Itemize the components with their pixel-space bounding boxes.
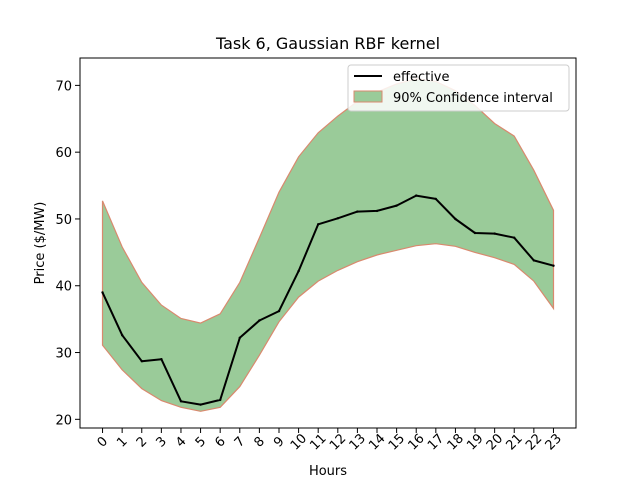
plot-frame bbox=[79, 57, 577, 429]
legend-label-effective: effective bbox=[393, 70, 450, 85]
effective-point bbox=[336, 217, 339, 220]
effective-point bbox=[277, 309, 281, 313]
x-tick-label: 7 bbox=[232, 434, 248, 450]
effective-point bbox=[140, 360, 143, 363]
legend-swatch-confidence bbox=[353, 90, 383, 103]
x-tick-label: 9 bbox=[271, 434, 287, 450]
y-tick-label: 70 bbox=[55, 79, 72, 94]
legend: effective 90% Confidence interval bbox=[347, 64, 570, 112]
x-tick-label: 0 bbox=[95, 434, 111, 450]
y-tick-label: 30 bbox=[55, 347, 72, 362]
effective-point bbox=[101, 291, 104, 294]
y-axis-label: Price ($/MW) bbox=[33, 202, 48, 285]
effective-point bbox=[375, 209, 379, 213]
effective-point bbox=[199, 403, 202, 406]
y-tick-label: 50 bbox=[55, 213, 72, 228]
effective-point bbox=[493, 232, 496, 235]
x-axis-label: Hours bbox=[309, 464, 347, 479]
confidence-band-layer bbox=[101, 78, 555, 412]
effective-point bbox=[258, 319, 261, 322]
y-tick-label: 40 bbox=[55, 280, 72, 295]
effective-point bbox=[434, 197, 437, 201]
x-tick-label: 2 bbox=[134, 434, 150, 450]
effective-point bbox=[317, 223, 320, 226]
effective-point bbox=[473, 231, 477, 235]
x-tick-label: 3 bbox=[153, 434, 169, 450]
legend-box bbox=[347, 64, 570, 112]
effective-point bbox=[219, 398, 222, 402]
effective-point bbox=[513, 236, 516, 239]
effective-point bbox=[454, 217, 457, 221]
series-line-layer bbox=[101, 194, 555, 406]
x-tick-label: 4 bbox=[173, 434, 189, 450]
effective-line bbox=[101, 194, 554, 406]
effective-point bbox=[356, 210, 359, 213]
x-tick-label: 5 bbox=[193, 434, 209, 450]
effective-point bbox=[297, 269, 300, 273]
y-axis: 20 30 40 50 60 70 bbox=[55, 79, 80, 428]
effective-point bbox=[552, 264, 555, 267]
effective-point bbox=[160, 358, 163, 361]
effective-point bbox=[121, 334, 124, 337]
x-tick-label: 1 bbox=[114, 434, 130, 450]
confidence-band bbox=[101, 78, 555, 412]
effective-point bbox=[179, 400, 183, 403]
x-tick-label: 23 bbox=[543, 431, 565, 453]
effective-point bbox=[395, 204, 398, 207]
effective-point bbox=[238, 336, 241, 339]
effective-point bbox=[415, 194, 418, 197]
effective-point bbox=[532, 259, 535, 262]
legend-label-confidence: 90% Confidence interval bbox=[393, 91, 553, 106]
x-tick-label: 6 bbox=[212, 434, 228, 450]
x-tick-label: 8 bbox=[252, 434, 268, 450]
chart-title: Task 6, Gaussian RBF kernel bbox=[215, 34, 440, 53]
y-tick-label: 20 bbox=[55, 413, 72, 428]
y-tick-label: 60 bbox=[55, 146, 72, 161]
